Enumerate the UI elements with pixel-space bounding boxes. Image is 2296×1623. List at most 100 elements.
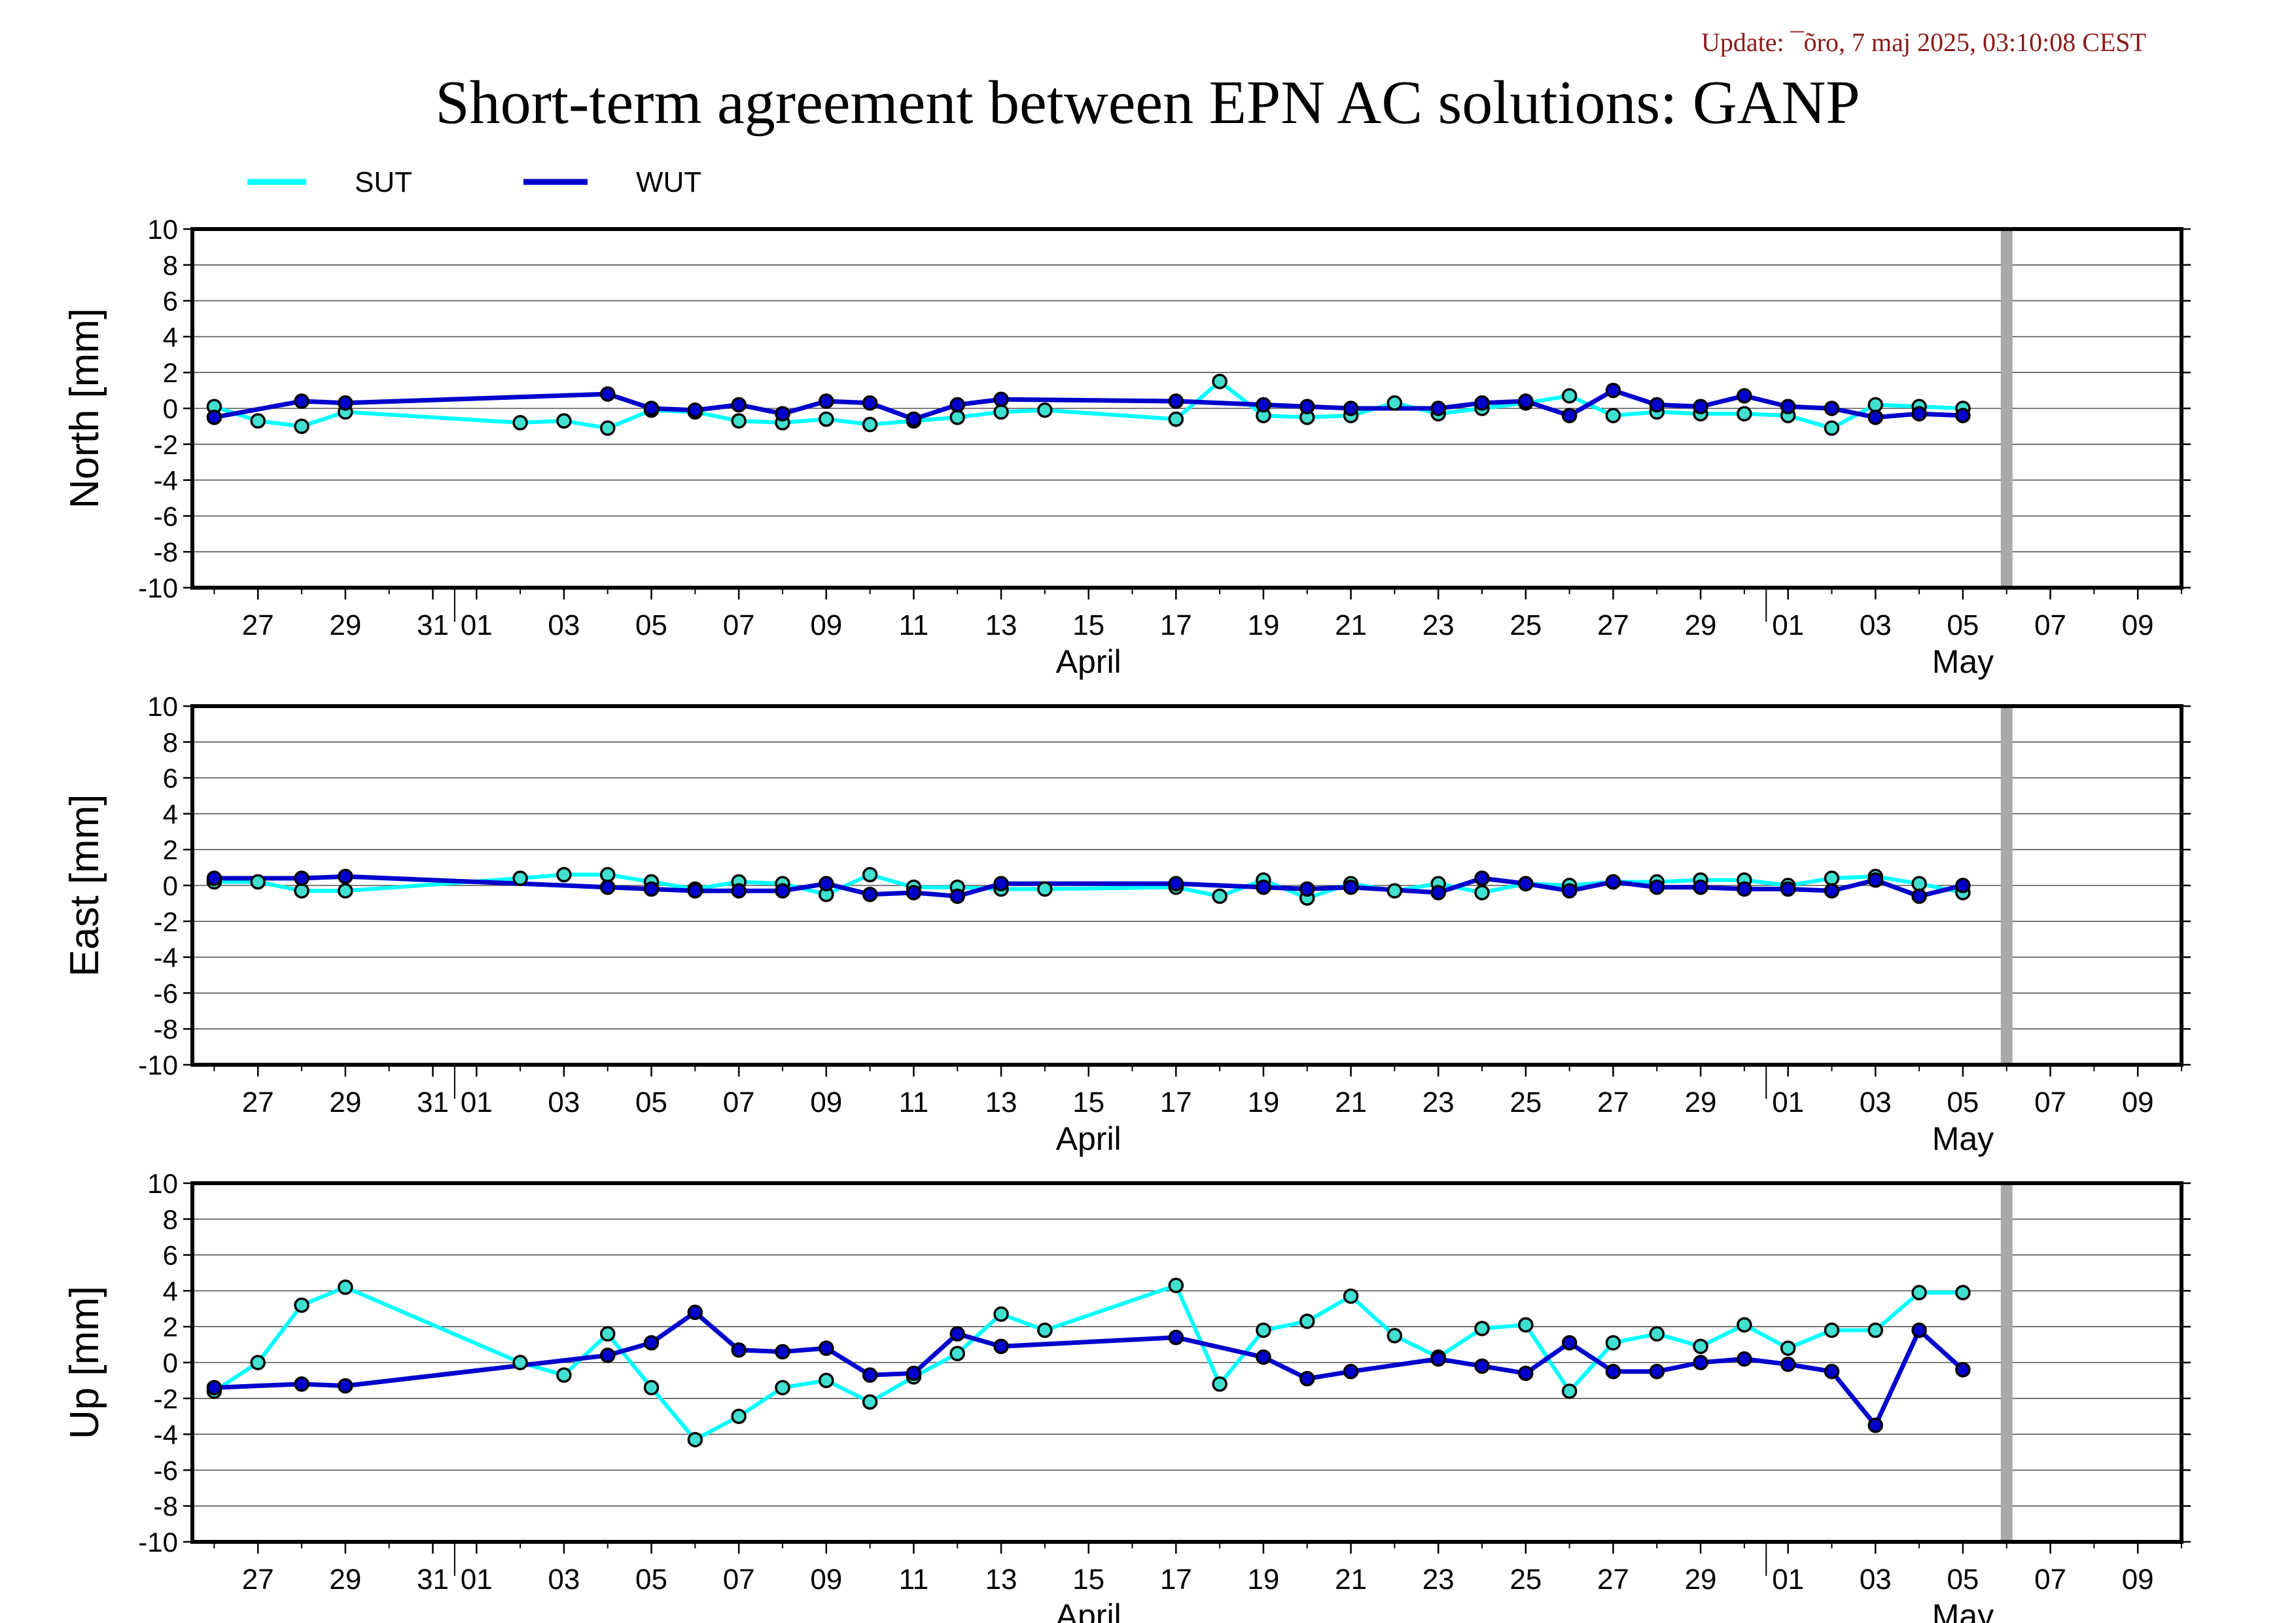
data-point-wut: [1955, 878, 1971, 893]
current-day-bar: [2000, 229, 2013, 588]
data-point-sut: [1737, 1317, 1752, 1333]
data-point-sut: [1518, 1317, 1534, 1333]
x-tick-label: 05: [635, 1086, 667, 1118]
data-point-wut: [1256, 1349, 1271, 1365]
x-tick-label: 03: [548, 609, 580, 641]
x-tick-label: 19: [1247, 609, 1279, 641]
data-point-sut: [1561, 388, 1578, 404]
data-point-wut: [1911, 406, 1927, 421]
data-point-wut: [1605, 874, 1621, 890]
y-tick-label: -4: [154, 942, 178, 973]
data-point-sut: [512, 415, 528, 431]
x-tick-label: 15: [1072, 1086, 1104, 1118]
x-tick-label: 03: [548, 1563, 580, 1596]
panel-north: 10 8 6 4 2 0 -2 -4 -6 -8 -10 27 29 31 01 03 05 07 09 11 13 15…: [62, 214, 2191, 680]
data-point-sut: [1605, 1335, 1621, 1351]
data-point-wut: [599, 386, 616, 402]
chart-title: Short-term agreement between EPN AC solu…: [435, 69, 1860, 137]
x-tick-label: 17: [1160, 1563, 1192, 1596]
data-point-wut: [1430, 1351, 1446, 1367]
data-point-wut: [687, 883, 703, 899]
x-tick-label: 09: [810, 1086, 842, 1118]
y-tick-label: 6: [163, 763, 178, 794]
x-tick-label: 01: [461, 1563, 493, 1596]
x-tick-label: 11: [899, 1563, 929, 1596]
data-point-wut: [1605, 382, 1621, 399]
x-tick-label: 05: [1947, 609, 1979, 641]
data-point-wut: [1649, 1363, 1665, 1380]
y-axis-label: Up [mm]: [62, 1286, 107, 1439]
y-tick-label: 2: [163, 834, 178, 865]
data-point-wut: [1955, 408, 1971, 423]
data-point-wut: [338, 1378, 353, 1394]
data-point-wut: [949, 397, 965, 413]
data-point-sut: [1343, 1288, 1359, 1304]
data-point-wut: [206, 870, 222, 886]
y-tick-label: 4: [163, 321, 178, 352]
x-tick-label: 13: [985, 609, 1017, 641]
x-tick-label: 05: [1947, 1086, 1979, 1118]
x-tick-label: 01: [461, 1086, 493, 1118]
data-point-wut: [731, 1342, 747, 1358]
y-tick-label: -4: [154, 465, 178, 496]
x-tick-label: 19: [1247, 1086, 1279, 1118]
x-tick-label: 29: [1685, 1086, 1717, 1118]
data-point-wut: [1780, 1356, 1796, 1372]
data-point-wut: [1343, 1363, 1359, 1380]
data-point-wut: [1518, 393, 1534, 409]
data-point-wut: [906, 885, 922, 901]
data-point-wut: [1693, 399, 1708, 415]
data-point-wut: [1737, 881, 1752, 897]
data-point-wut: [1168, 876, 1184, 892]
data-point-wut: [993, 876, 1009, 892]
y-tick-label: 10: [147, 691, 178, 722]
y-tick-label: -8: [154, 537, 178, 567]
data-point-sut: [1168, 1277, 1184, 1293]
y-tick-label: -10: [138, 1527, 178, 1558]
plot-frame: [190, 227, 2183, 590]
data-point-wut: [1474, 870, 1490, 886]
x-tick-label: 05: [635, 609, 667, 641]
data-point-wut: [1911, 1322, 1927, 1338]
data-point-wut: [1649, 879, 1665, 895]
month-label: May: [1932, 1597, 1994, 1623]
data-point-wut: [993, 1338, 1009, 1355]
y-tick-label: -6: [154, 501, 178, 531]
current-day-bar: [2000, 1183, 2013, 1542]
x-tick-label: 21: [1335, 1563, 1367, 1596]
y-tick-label: -2: [154, 1383, 178, 1414]
data-point-sut: [1824, 1322, 1840, 1338]
data-point-sut: [819, 411, 834, 427]
plot-frame: [190, 704, 2183, 1067]
data-point-wut: [1955, 1362, 1971, 1378]
y-tick-label: 10: [147, 214, 178, 245]
data-point-sut: [1037, 1322, 1053, 1338]
data-point-wut: [906, 411, 922, 427]
x-tick-label: 17: [1160, 609, 1192, 641]
x-tick-label: 31: [417, 1563, 449, 1596]
data-point-sut: [250, 413, 266, 429]
x-tick-label: 25: [1510, 1563, 1542, 1596]
data-point-sut: [862, 1394, 878, 1410]
month-label: May: [1932, 643, 1994, 680]
x-tick-label: 23: [1422, 1086, 1455, 1118]
x-tick-label: 07: [2034, 1086, 2066, 1118]
data-point-wut: [949, 1326, 965, 1342]
data-point-sut: [687, 1432, 703, 1448]
data-point-wut: [819, 876, 834, 892]
data-point-sut: [1037, 402, 1053, 418]
data-point-sut: [1824, 420, 1840, 436]
y-tick-label: 6: [163, 286, 178, 317]
x-tick-label: 29: [329, 1086, 361, 1118]
data-point-wut: [599, 1347, 616, 1363]
data-point-wut: [775, 1344, 790, 1360]
data-point-sut: [1299, 1313, 1315, 1329]
y-tick-label: 0: [163, 1347, 178, 1378]
data-point-wut: [731, 397, 747, 413]
data-point-wut: [1561, 883, 1578, 899]
data-point-sut: [731, 1408, 747, 1424]
data-point-wut: [1824, 883, 1840, 899]
data-point-wut: [1168, 393, 1184, 409]
data-point-sut: [993, 1306, 1009, 1322]
